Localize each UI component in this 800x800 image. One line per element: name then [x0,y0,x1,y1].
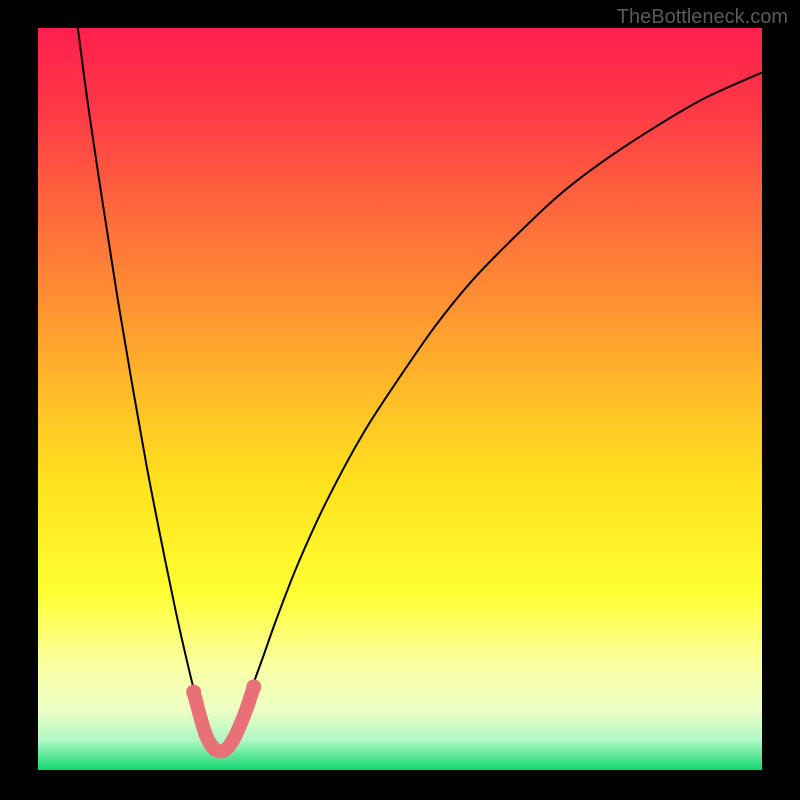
chart-svg [38,28,762,770]
chart-container: TheBottleneck.com [0,0,800,800]
valley-end-left [186,685,201,700]
watermark-text: TheBottleneck.com [617,6,788,29]
chart-plot-area [38,28,762,770]
valley-end-right [246,679,261,694]
